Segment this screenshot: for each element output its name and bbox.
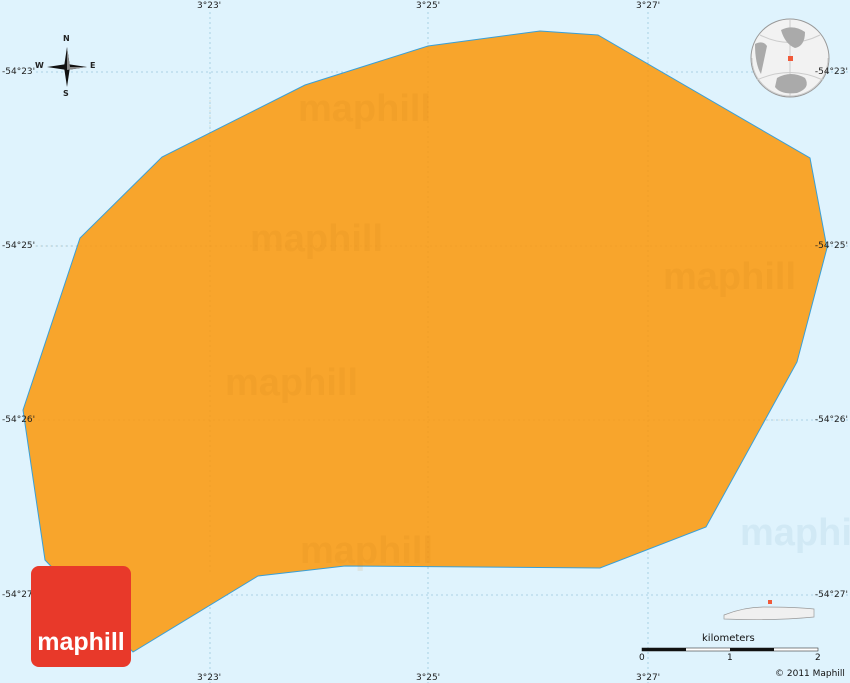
scale-tick: 1 — [727, 653, 733, 663]
scale-tick: 0 — [639, 653, 645, 663]
watermark: maphill — [740, 512, 850, 554]
lon-label: 3°27' — [636, 1, 661, 11]
compass-south: S — [63, 89, 69, 98]
watermark: maphill — [300, 530, 434, 572]
compass-north: N — [63, 34, 70, 43]
lon-label: 3°25' — [416, 673, 441, 683]
scale-tick: 2 — [815, 653, 821, 663]
lon-label: 3°25' — [416, 1, 441, 11]
compass-west: W — [35, 61, 44, 70]
compass-rose-icon — [47, 47, 87, 87]
lat-label: -54°26' — [2, 415, 36, 425]
globe-locator-icon — [750, 18, 830, 98]
watermark: maphill — [298, 88, 432, 130]
region-locator-icon — [723, 600, 815, 621]
lon-label: 3°27' — [636, 673, 661, 683]
land-area — [22, 30, 828, 653]
lat-label: -54°27' — [2, 590, 36, 600]
scale-bar — [641, 647, 819, 652]
grid-over-land — [23, 46, 827, 575]
lat-label: -54°23' — [814, 67, 848, 77]
lat-label: -54°27' — [814, 590, 848, 600]
maphill-logo[interactable]: maphill — [31, 566, 131, 667]
copyright: © 2011 Maphill — [775, 669, 845, 679]
watermark: maphill — [250, 218, 384, 260]
watermark: maphill — [663, 256, 797, 298]
lat-label: -54°26' — [814, 415, 848, 425]
lat-label: -54°25' — [2, 241, 36, 251]
compass-east: E — [90, 61, 96, 70]
scale-unit: kilometers — [702, 633, 755, 644]
watermark: maphill — [225, 362, 359, 404]
lat-label: -54°23' — [2, 67, 36, 77]
lon-label: 3°23' — [197, 673, 222, 683]
lat-label: -54°25' — [814, 241, 848, 251]
lon-label: 3°23' — [197, 1, 222, 11]
